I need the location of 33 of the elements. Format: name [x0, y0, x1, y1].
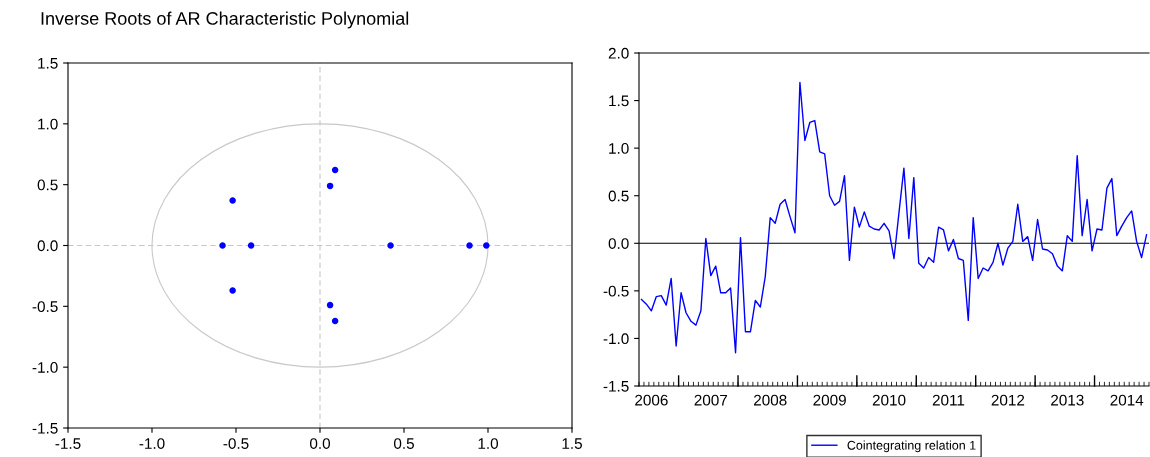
y-tick-label: 0.5	[608, 190, 629, 202]
x-tick-label: 2010	[872, 394, 906, 406]
y-tick-label: 1.0	[609, 143, 629, 154]
x-tick-label: 1.5	[562, 438, 582, 449]
x-tick-label: 2013	[1051, 394, 1084, 406]
y-tick-label: 2.0	[608, 47, 629, 59]
y-tick-label: -0.5	[603, 285, 629, 297]
x-tick-label: 2006	[635, 394, 668, 406]
x-tick-label: 2014	[1110, 394, 1144, 406]
y-tick-label: 1.0	[38, 118, 58, 130]
y-tick-label: 0.5	[37, 179, 58, 191]
x-tick-label: 0.5	[393, 438, 414, 449]
x-tick-label: 2007	[694, 394, 728, 406]
y-tick-label: 0.0	[37, 240, 58, 252]
y-tick-label: -1.0	[603, 333, 629, 345]
x-tick-label: -1.0	[139, 438, 165, 449]
y-tick-label: -1.0	[32, 362, 58, 373]
y-tick-label: 1.5	[609, 95, 629, 107]
x-tick-label: 2011	[932, 394, 965, 406]
x-tick-label: -1.5	[55, 438, 81, 449]
x-tick-label: 2012	[991, 394, 1025, 406]
y-tick-label: 0.0	[608, 238, 629, 249]
x-tick-label: -0.5	[223, 438, 249, 449]
legend-label: Cointegrating relation 1	[847, 440, 976, 453]
y-tick-label: -1.5	[32, 423, 58, 434]
y-tick-label: 1.5	[38, 58, 58, 69]
x-tick-label: 1.0	[478, 438, 499, 449]
x-tick-label: 0.0	[309, 438, 331, 449]
x-tick-label: 2009	[813, 394, 846, 406]
y-tick-label: -1.5	[603, 381, 629, 392]
y-tick-label: -0.5	[32, 301, 58, 313]
x-tick-label: 2008	[753, 394, 787, 406]
chart-title: Inverse Roots of AR Characteristic Polynomial	[41, 11, 409, 29]
